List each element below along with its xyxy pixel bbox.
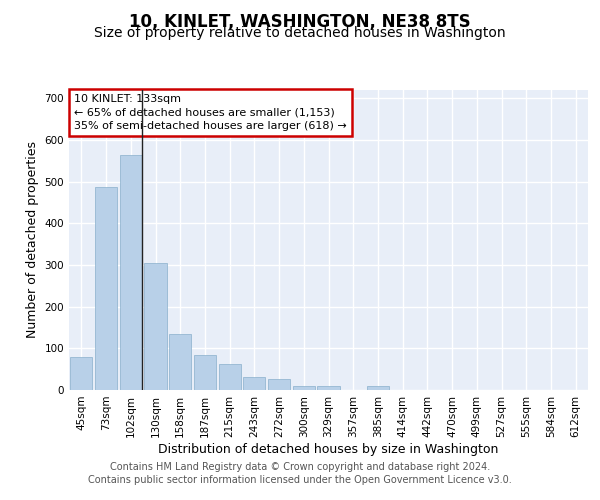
Bar	[145, 263, 167, 390]
Text: 10, KINLET, WASHINGTON, NE38 8TS: 10, KINLET, WASHINGTON, NE38 8TS	[129, 12, 471, 30]
Text: Size of property relative to detached houses in Washington: Size of property relative to detached ho…	[94, 26, 506, 40]
Text: Contains HM Land Registry data © Crown copyright and database right 2024.: Contains HM Land Registry data © Crown c…	[110, 462, 490, 472]
Bar	[169, 334, 191, 390]
Bar	[317, 386, 340, 390]
Bar	[95, 187, 117, 390]
X-axis label: Distribution of detached houses by size in Washington: Distribution of detached houses by size …	[158, 442, 499, 456]
Bar	[367, 386, 389, 390]
Text: 10 KINLET: 133sqm
← 65% of detached houses are smaller (1,153)
35% of semi-detac: 10 KINLET: 133sqm ← 65% of detached hous…	[74, 94, 347, 131]
Bar	[70, 356, 92, 390]
Bar	[243, 376, 265, 390]
Bar	[194, 354, 216, 390]
Y-axis label: Number of detached properties: Number of detached properties	[26, 142, 39, 338]
Bar	[293, 386, 315, 390]
Bar	[268, 379, 290, 390]
Bar	[218, 364, 241, 390]
Text: Contains public sector information licensed under the Open Government Licence v3: Contains public sector information licen…	[88, 475, 512, 485]
Bar	[119, 154, 142, 390]
